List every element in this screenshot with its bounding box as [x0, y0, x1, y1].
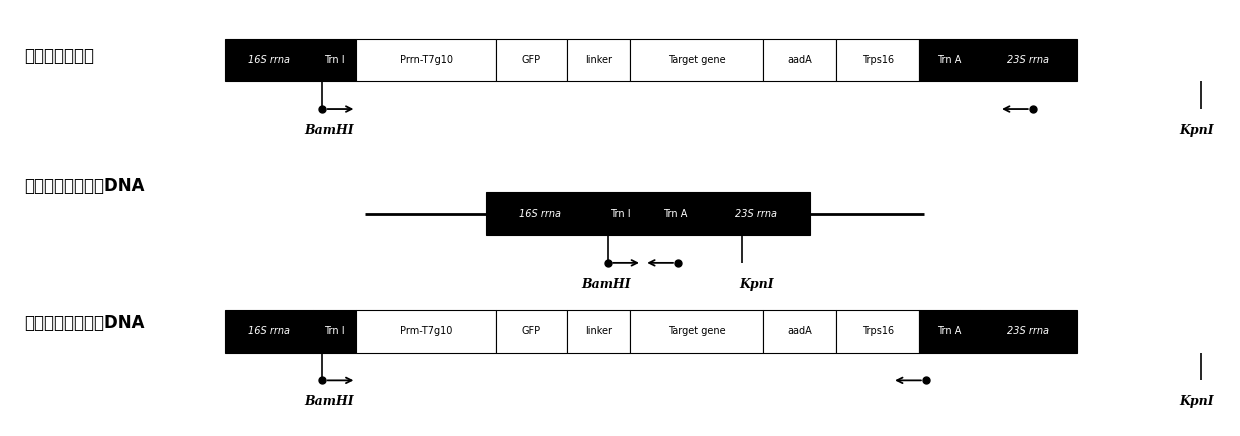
- Text: Prm-T7g10: Prm-T7g10: [401, 326, 453, 336]
- Text: 16S rrna: 16S rrna: [518, 209, 560, 219]
- Bar: [836, 38, 919, 81]
- Text: 叶绿体表达载体: 叶绿体表达载体: [25, 47, 94, 65]
- Bar: [356, 310, 496, 353]
- Bar: [764, 38, 836, 81]
- Bar: [630, 38, 764, 81]
- Bar: [649, 192, 703, 235]
- Text: Trn A: Trn A: [937, 326, 961, 336]
- Text: linker: linker: [584, 55, 611, 65]
- Bar: [312, 310, 356, 353]
- Text: BamHI: BamHI: [304, 124, 353, 137]
- Text: KpnI: KpnI: [1179, 395, 1214, 409]
- Text: linker: linker: [584, 326, 611, 336]
- Bar: [496, 310, 567, 353]
- Bar: [919, 310, 980, 353]
- Bar: [312, 38, 356, 81]
- Text: KpnI: KpnI: [1179, 124, 1214, 137]
- Bar: [593, 192, 649, 235]
- Bar: [630, 310, 764, 353]
- Bar: [356, 38, 496, 81]
- Bar: [980, 38, 1076, 81]
- Text: Prrn-T7g10: Prrn-T7g10: [399, 55, 453, 65]
- Bar: [486, 192, 593, 235]
- Text: Trn A: Trn A: [937, 55, 961, 65]
- Text: Target gene: Target gene: [668, 55, 725, 65]
- Text: GFP: GFP: [522, 55, 541, 65]
- Text: Target gene: Target gene: [668, 326, 725, 336]
- Text: GFP: GFP: [522, 326, 541, 336]
- Text: 23S rrna: 23S rrna: [735, 209, 777, 219]
- Text: Trn I: Trn I: [610, 209, 631, 219]
- Bar: [703, 192, 810, 235]
- Text: Trps16: Trps16: [862, 326, 894, 336]
- Bar: [224, 38, 312, 81]
- Text: 16S rrna: 16S rrna: [248, 55, 290, 65]
- Bar: [919, 38, 980, 81]
- Text: BamHI: BamHI: [304, 395, 353, 409]
- Text: Trps16: Trps16: [862, 55, 894, 65]
- Text: KpnI: KpnI: [739, 278, 774, 291]
- Text: BamHI: BamHI: [582, 278, 631, 291]
- Text: 转基因植株叶绿体DNA: 转基因植株叶绿体DNA: [25, 313, 145, 332]
- Text: 23S rrna: 23S rrna: [1007, 326, 1049, 336]
- Bar: [764, 310, 836, 353]
- Text: Trn A: Trn A: [663, 209, 687, 219]
- Text: 野生型植株叶绿体DNA: 野生型植株叶绿体DNA: [25, 177, 145, 195]
- Text: Trn I: Trn I: [324, 55, 345, 65]
- Text: 16S rrna: 16S rrna: [248, 326, 290, 336]
- Bar: [836, 310, 919, 353]
- Bar: [224, 310, 312, 353]
- Text: 23S rrna: 23S rrna: [1007, 55, 1049, 65]
- Text: aadA: aadA: [787, 326, 812, 336]
- Bar: [980, 310, 1076, 353]
- Text: aadA: aadA: [787, 55, 812, 65]
- Bar: [567, 310, 630, 353]
- Bar: [496, 38, 567, 81]
- Bar: [567, 38, 630, 81]
- Text: Trn I: Trn I: [324, 326, 345, 336]
